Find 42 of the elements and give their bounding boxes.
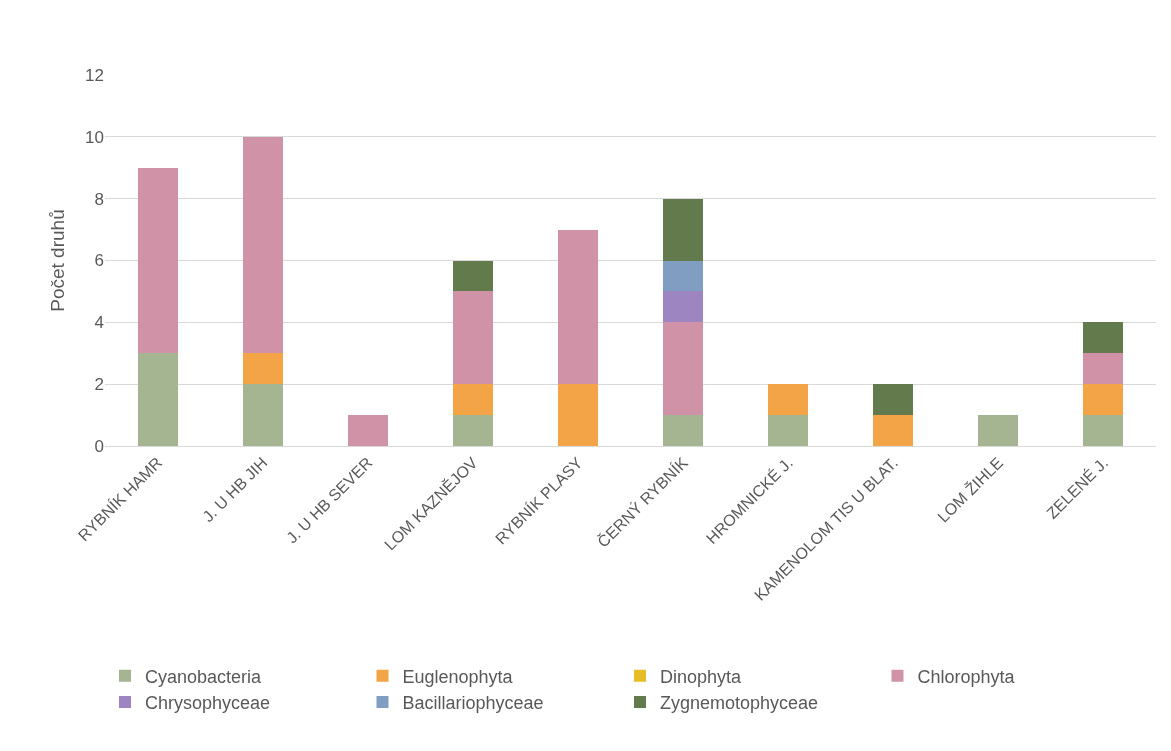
y-tick-label: 0 <box>94 436 104 456</box>
bar <box>1083 415 1124 446</box>
bar <box>242 384 283 446</box>
bar <box>873 415 914 446</box>
bar <box>347 415 388 446</box>
bar <box>452 291 493 385</box>
y-tick-label: 10 <box>85 127 104 147</box>
bar <box>663 291 704 323</box>
bar <box>557 384 598 446</box>
bar <box>137 167 178 354</box>
legend-label: Bacillariophyceae <box>402 693 544 714</box>
bar <box>452 384 493 416</box>
x-tick-label: J. U HB JIH <box>199 453 271 526</box>
y-tick-label: 8 <box>94 189 104 209</box>
bar <box>452 415 493 446</box>
bar <box>242 136 283 354</box>
bar <box>1083 353 1124 385</box>
legend-label: Cyanobacteria <box>145 666 263 687</box>
y-tick-label: 6 <box>94 251 104 271</box>
bar <box>242 353 283 385</box>
bar <box>663 415 704 446</box>
bar <box>768 384 809 416</box>
legend-label: Dinophyta <box>659 666 743 687</box>
y-tick-label: 4 <box>94 313 104 333</box>
legend-label: Euglenophyta <box>402 666 514 687</box>
bar <box>873 384 914 416</box>
bar <box>768 415 809 446</box>
bar <box>137 353 178 446</box>
legend-label: Chlorophyta <box>917 666 1016 687</box>
bar <box>663 322 704 416</box>
legend-label: Zygnemotophyceae <box>659 693 819 714</box>
bar <box>1083 384 1124 416</box>
bar <box>557 229 598 385</box>
y-tick-label: 12 <box>85 65 104 85</box>
bar <box>1083 322 1124 354</box>
bar <box>663 198 704 261</box>
bar <box>663 260 704 292</box>
bar <box>452 260 493 292</box>
legend-label: Chrysophyceae <box>145 693 271 714</box>
y-axis-title: Počet druhů <box>46 209 68 312</box>
bar <box>978 415 1019 446</box>
y-tick-label: 2 <box>94 375 104 395</box>
